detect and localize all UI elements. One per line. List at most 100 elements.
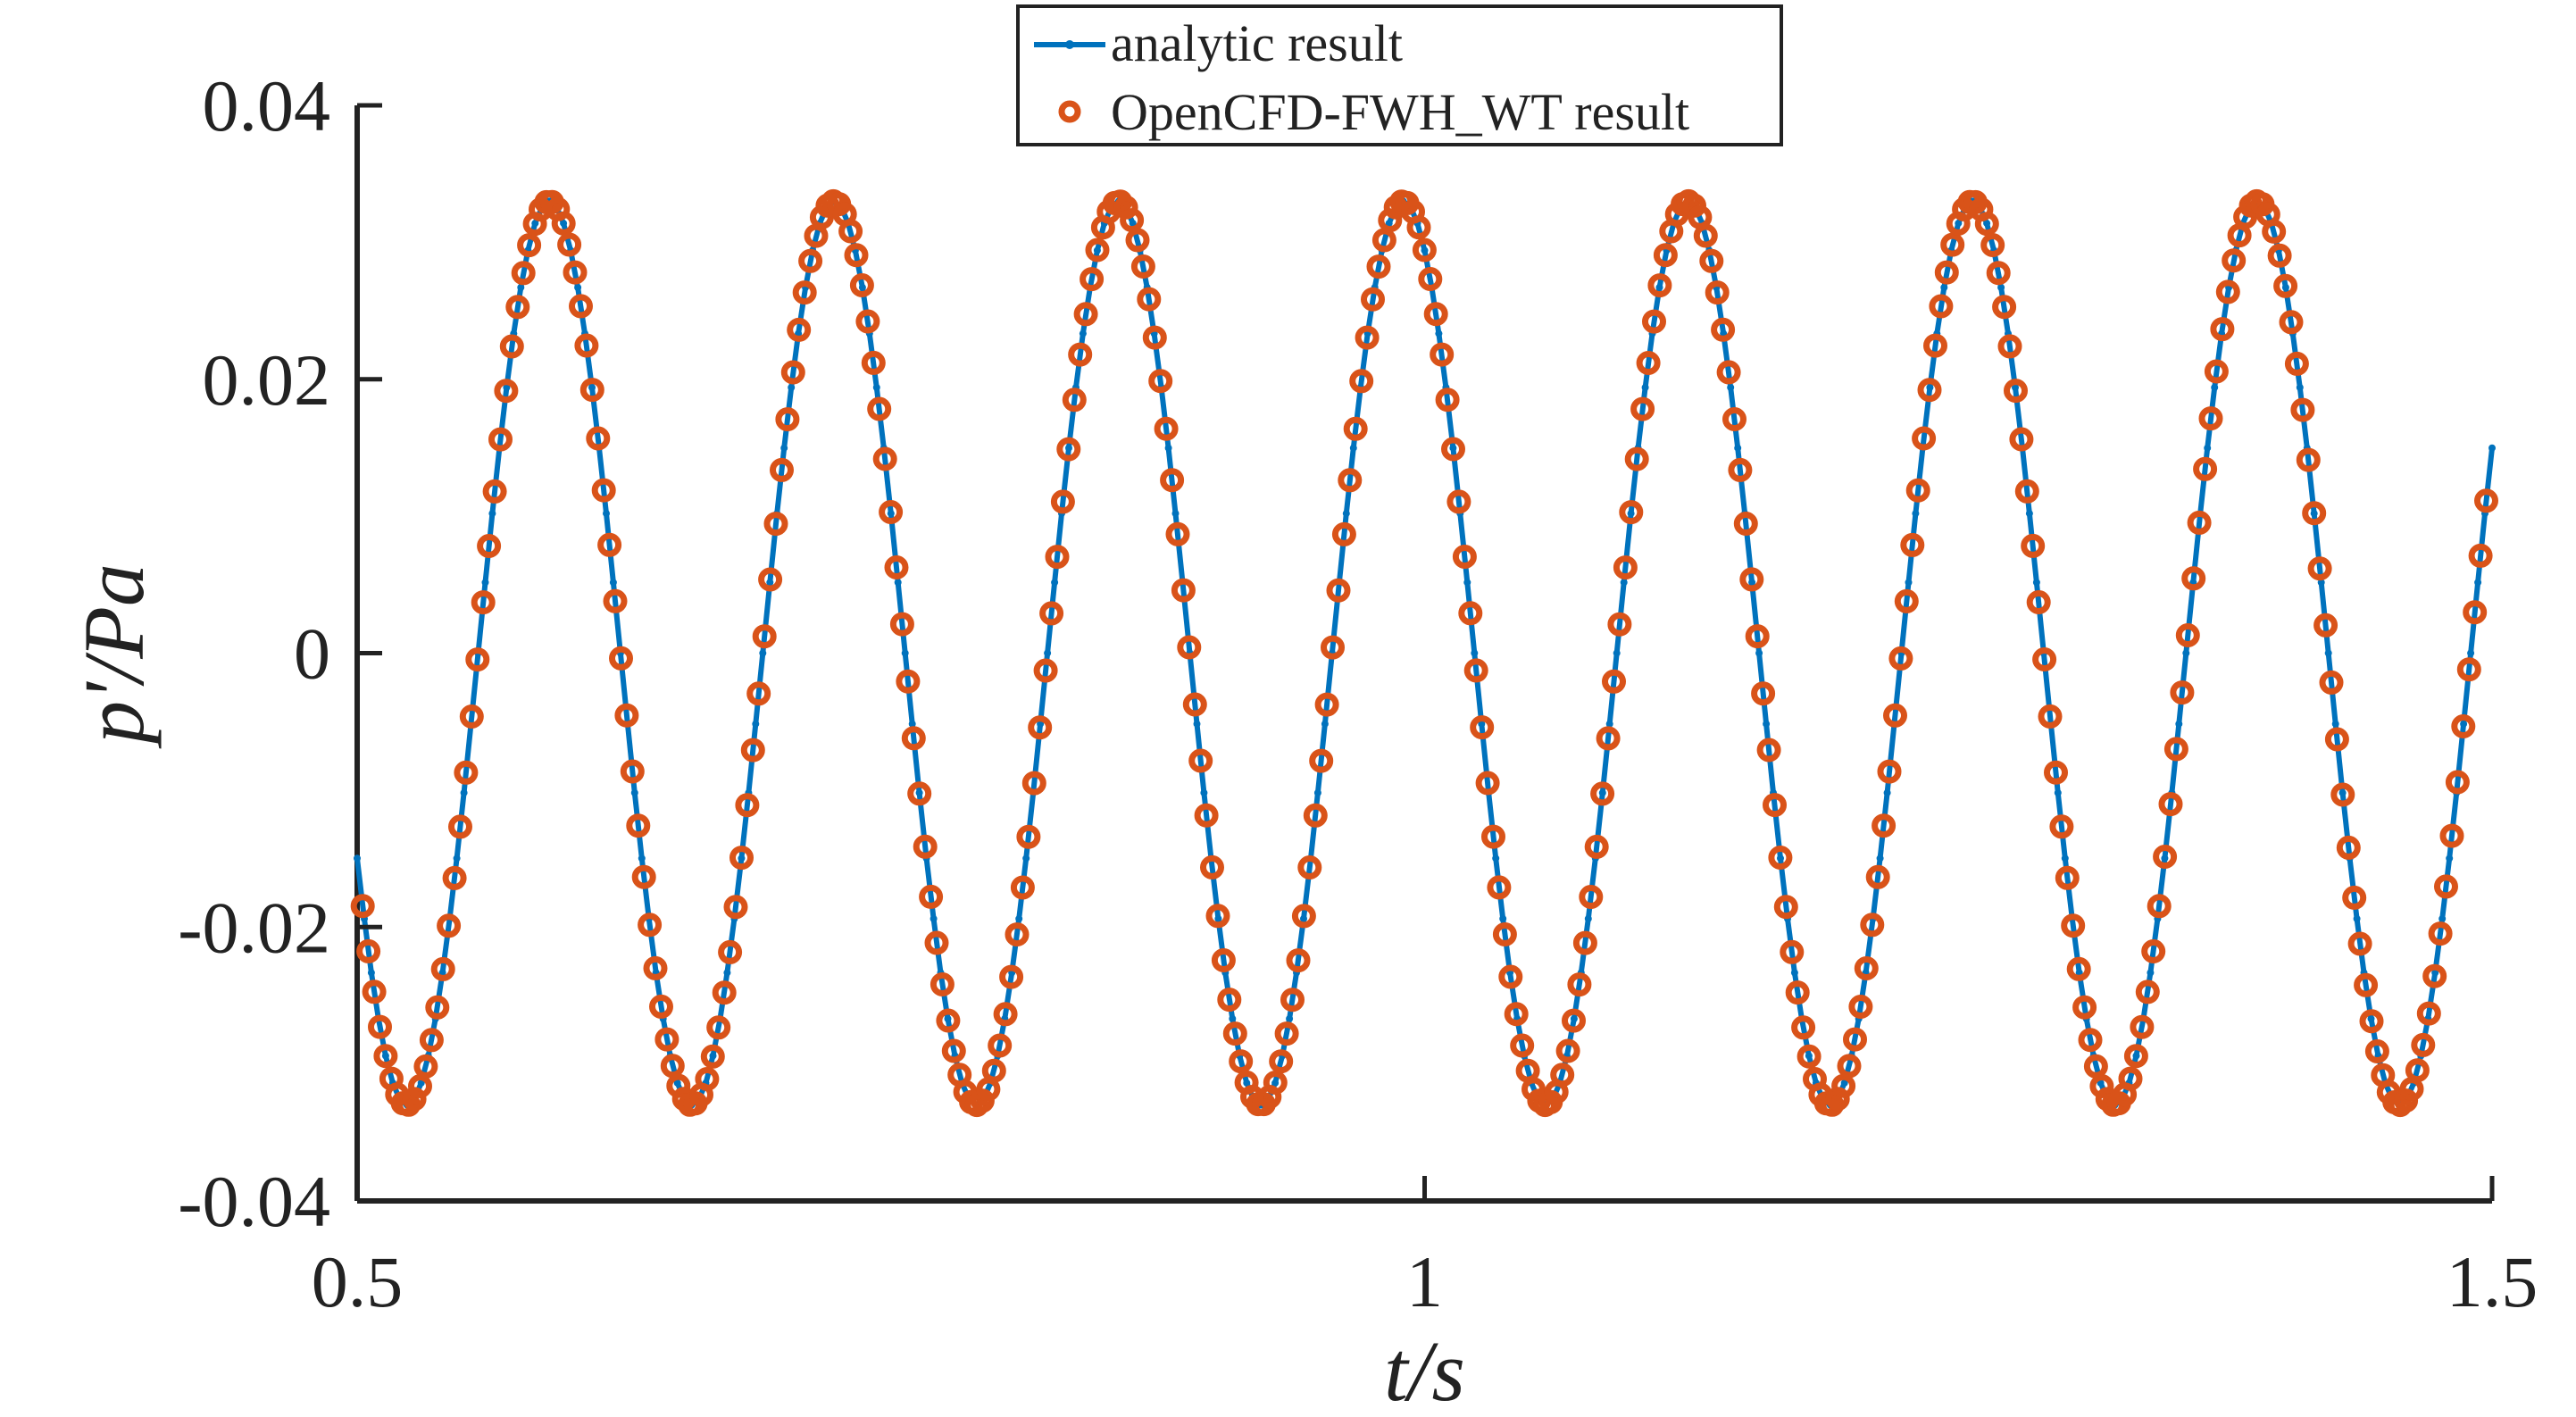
analytic-point (887, 510, 895, 518)
opencfd-point (1934, 260, 1959, 285)
opencfd-point (1148, 369, 1173, 394)
analytic-point (417, 1079, 425, 1087)
analytic-point (1876, 854, 1884, 863)
opencfd-point (2130, 1014, 2155, 1039)
analytic-point (381, 1052, 389, 1060)
opencfd-point (1791, 1015, 1816, 1040)
opencfd-point (1980, 233, 2005, 257)
opencfd-point (1940, 232, 1965, 257)
opencfd-point (1905, 478, 1930, 503)
opencfd-point (1929, 294, 1954, 319)
opencfd-point (1894, 588, 1919, 613)
opencfd-point (700, 1044, 725, 1069)
analytic-point (1051, 579, 1059, 587)
opencfd-point (1217, 988, 1242, 1013)
opencfd-point (1045, 545, 1070, 570)
analytic-point (894, 579, 902, 587)
opencfd-point (981, 1058, 1006, 1083)
analytic-point (2467, 649, 2475, 657)
opencfd-point (2014, 479, 2039, 504)
analytic-point (2474, 579, 2482, 587)
analytic-point (560, 220, 568, 228)
opencfd-point (1280, 988, 1305, 1013)
analytic-point (1463, 579, 1471, 587)
x-tick-label: 1.5 (2447, 1241, 2538, 1322)
opencfd-point (1837, 1054, 1862, 1079)
opencfd-point (1286, 948, 1311, 973)
opencfd-point (1498, 964, 1523, 989)
analytic-point (1037, 720, 1045, 728)
analytic-point (1421, 246, 1429, 254)
opencfd-point (2021, 533, 2046, 558)
opencfd-point (442, 865, 467, 890)
opencfd-point (1062, 388, 1087, 413)
opencfd-point (586, 426, 611, 451)
opencfd-point (872, 446, 897, 471)
analytic-point (1342, 510, 1350, 518)
opencfd-point (889, 612, 914, 637)
opencfd-point (1125, 228, 1150, 253)
legend-analytic-marker (1065, 40, 1074, 49)
opencfd-point (551, 211, 576, 236)
opencfd-point (1567, 972, 1592, 997)
opencfd-result-series (350, 188, 2498, 1118)
opencfd-point (2279, 310, 2304, 335)
analytic-point (1300, 915, 1307, 922)
opencfd-point (1504, 1002, 1529, 1027)
analytic-point (759, 649, 767, 657)
opencfd-point (2434, 874, 2458, 899)
opencfd-point (1613, 555, 1638, 580)
analytic-point (1093, 246, 1101, 254)
analytic-point (1727, 384, 1735, 391)
analytic-point (1734, 444, 1742, 452)
opencfd-point (499, 334, 524, 359)
opencfd-point (2307, 556, 2332, 581)
analytic-point (752, 720, 760, 728)
opencfd-point (798, 248, 823, 273)
opencfd-point (1647, 273, 1672, 298)
opencfd-point (1463, 658, 1488, 683)
opencfd-point (614, 703, 639, 728)
opencfd-point (1642, 309, 1666, 334)
opencfd-point (2004, 379, 2028, 404)
opencfd-point (2061, 913, 2086, 938)
analytic-point (2061, 854, 2069, 863)
opencfd-point (1371, 228, 1396, 253)
analytic-point (1641, 384, 1649, 391)
analytic-point (2025, 510, 2033, 518)
opencfd-point (2267, 243, 2292, 268)
analytic-point (1229, 1015, 1237, 1022)
analytic-point (367, 969, 375, 977)
opencfd-point (2451, 714, 2476, 738)
opencfd-point (1120, 208, 1145, 233)
analytic-point (1015, 915, 1023, 922)
opencfd-point (350, 894, 375, 919)
opencfd-point (1572, 930, 1597, 955)
analytic-point (1790, 969, 1798, 977)
opencfd-point (557, 232, 582, 257)
opencfd-point (1780, 939, 1805, 964)
opencfd-point (1974, 212, 1999, 237)
analytic-point (2367, 1015, 2375, 1022)
analytic-point (766, 579, 774, 587)
opencfd-point (1211, 948, 1236, 972)
opencfd-point (1291, 904, 1316, 929)
opencfd-point (1900, 532, 1925, 557)
opencfd-point (1584, 834, 1609, 859)
opencfd-point (362, 979, 387, 1004)
opencfd-point (2187, 510, 2212, 535)
opencfd-point (2411, 1032, 2436, 1057)
opencfd-point (867, 396, 892, 421)
opencfd-point (1917, 378, 1942, 403)
opencfd-point (792, 280, 817, 305)
opencfd-point (2296, 447, 2321, 472)
opencfd-point (1321, 635, 1345, 660)
analytic-point (1044, 649, 1052, 657)
analytic-point (1243, 1079, 1251, 1087)
opencfd-point (1745, 624, 1770, 649)
analytic-point (1584, 915, 1592, 922)
opencfd-point (2153, 845, 2178, 869)
analytic-point (1271, 1079, 1280, 1087)
analytic-point (2431, 969, 2439, 977)
